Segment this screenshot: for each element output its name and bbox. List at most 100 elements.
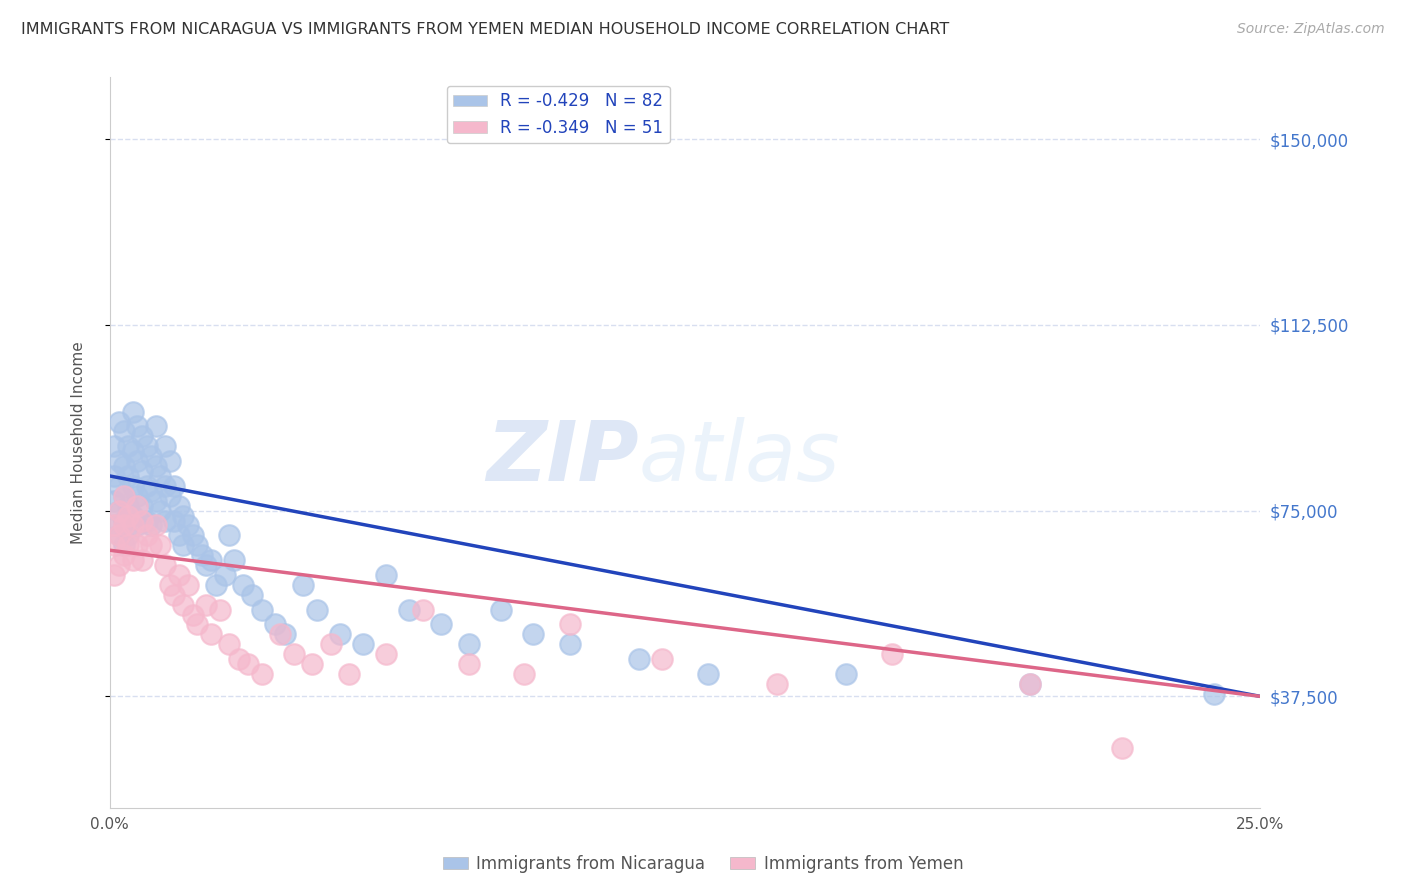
Legend: R = -0.429   N = 82, R = -0.349   N = 51: R = -0.429 N = 82, R = -0.349 N = 51: [447, 86, 669, 144]
Point: [835, 667, 858, 681]
Point: [374, 568, 396, 582]
Text: ZIP: ZIP: [486, 417, 638, 498]
Point: [135, 528, 157, 542]
Point: [214, 568, 236, 582]
Point: [121, 479, 143, 493]
Point: [200, 627, 222, 641]
Point: [121, 404, 143, 418]
Point: [127, 499, 149, 513]
Text: atlas: atlas: [638, 417, 841, 498]
Point: [117, 499, 139, 513]
Text: Source: ZipAtlas.com: Source: ZipAtlas.com: [1237, 22, 1385, 37]
Point: [145, 518, 167, 533]
Point: [135, 514, 157, 528]
Point: [131, 429, 153, 443]
Point: [121, 518, 143, 533]
Point: [218, 528, 240, 542]
Point: [1018, 677, 1040, 691]
Point: [232, 578, 254, 592]
Point: [204, 578, 226, 592]
Point: [153, 439, 176, 453]
Point: [103, 439, 125, 453]
Point: [159, 454, 181, 468]
Point: [159, 578, 181, 592]
Point: [149, 469, 172, 483]
Point: [103, 538, 125, 552]
Point: [131, 464, 153, 478]
Point: [127, 538, 149, 552]
Point: [108, 503, 131, 517]
Point: [558, 617, 581, 632]
Point: [457, 657, 479, 672]
Point: [127, 489, 149, 503]
Point: [108, 479, 131, 493]
Point: [112, 538, 135, 552]
Point: [145, 419, 167, 434]
Point: [228, 652, 250, 666]
Point: [141, 538, 163, 552]
Point: [117, 528, 139, 542]
Point: [172, 598, 194, 612]
Point: [103, 469, 125, 483]
Point: [112, 459, 135, 474]
Point: [103, 493, 125, 508]
Point: [127, 454, 149, 468]
Point: [108, 415, 131, 429]
Point: [264, 617, 287, 632]
Point: [141, 483, 163, 498]
Point: [374, 647, 396, 661]
Point: [513, 667, 536, 681]
Point: [131, 553, 153, 567]
Point: [250, 602, 273, 616]
Point: [177, 578, 200, 592]
Point: [329, 627, 352, 641]
Point: [250, 667, 273, 681]
Point: [121, 508, 143, 523]
Point: [337, 667, 360, 681]
Point: [117, 538, 139, 552]
Point: [283, 647, 305, 661]
Y-axis label: Median Household Income: Median Household Income: [72, 341, 86, 544]
Point: [141, 518, 163, 533]
Point: [765, 677, 787, 691]
Point: [103, 568, 125, 582]
Point: [108, 503, 131, 517]
Point: [398, 602, 420, 616]
Point: [108, 454, 131, 468]
Point: [112, 489, 135, 503]
Point: [112, 489, 135, 503]
Point: [242, 588, 264, 602]
Point: [880, 647, 903, 661]
Point: [127, 518, 149, 533]
Point: [159, 489, 181, 503]
Point: [195, 598, 218, 612]
Point: [177, 518, 200, 533]
Point: [117, 469, 139, 483]
Text: IMMIGRANTS FROM NICARAGUA VS IMMIGRANTS FROM YEMEN MEDIAN HOUSEHOLD INCOME CORRE: IMMIGRANTS FROM NICARAGUA VS IMMIGRANTS …: [21, 22, 949, 37]
Legend: Immigrants from Nicaragua, Immigrants from Yemen: Immigrants from Nicaragua, Immigrants fr…: [436, 848, 970, 880]
Point: [135, 479, 157, 493]
Point: [153, 479, 176, 493]
Point: [112, 548, 135, 562]
Point: [121, 444, 143, 458]
Point: [696, 667, 718, 681]
Point: [489, 602, 512, 616]
Point: [200, 553, 222, 567]
Point: [292, 578, 315, 592]
Point: [121, 553, 143, 567]
Point: [457, 637, 479, 651]
Point: [131, 514, 153, 528]
Point: [108, 528, 131, 542]
Point: [627, 652, 650, 666]
Point: [651, 652, 673, 666]
Point: [273, 627, 295, 641]
Point: [522, 627, 544, 641]
Point: [112, 518, 135, 533]
Point: [163, 588, 186, 602]
Point: [181, 528, 204, 542]
Point: [108, 558, 131, 573]
Point: [209, 602, 232, 616]
Point: [1018, 677, 1040, 691]
Point: [117, 508, 139, 523]
Point: [191, 548, 214, 562]
